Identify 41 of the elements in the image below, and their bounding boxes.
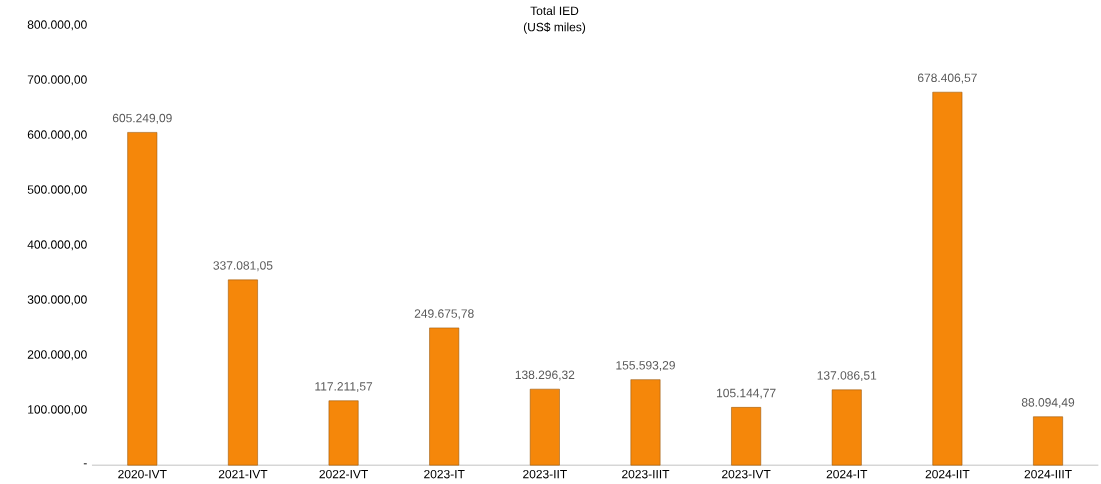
data-label: 337.081,05 (213, 261, 273, 272)
x-tick-label: 2021-IVT (218, 469, 268, 479)
bar (429, 327, 460, 466)
x-tick-label: 2023-IIT (523, 469, 567, 479)
x-tick-label: 2023-IT (424, 469, 465, 479)
y-tick-label: 400.000,00 (27, 240, 87, 251)
x-tick-label: 2020-IVT (118, 469, 167, 479)
x-tick-label: 2024-IIT (925, 469, 970, 479)
x-tick-label: 2022-IVT (319, 469, 368, 479)
x-tick-label: 2024-IT (826, 469, 868, 479)
y-tick-label: 300.000,00 (27, 295, 87, 306)
bar (932, 91, 963, 466)
data-label: 117.211,57 (315, 382, 373, 393)
bar (328, 400, 359, 466)
bar (831, 389, 862, 466)
data-label: 137.086,51 (817, 371, 877, 382)
data-label: 249.675,78 (414, 309, 474, 320)
data-label: 88.094,49 (1021, 398, 1075, 409)
chart-title: Total IED (530, 6, 579, 16)
data-label: 155.593,29 (616, 361, 675, 371)
data-label: 138.296,32 (515, 370, 575, 381)
bar (228, 279, 258, 466)
x-tick-label: 2023-IIIT (622, 469, 670, 479)
bar (529, 388, 560, 466)
data-label: 105.144,77 (717, 388, 776, 399)
data-label: 605.249,09 (112, 113, 172, 124)
y-tick-label: 700.000,00 (27, 75, 87, 86)
x-tick-label: 2024-IIIT (1024, 469, 1072, 479)
bar (630, 379, 661, 466)
y-tick-label: 800.000,00 (27, 20, 87, 31)
y-tick-label: 100.000,00 (28, 405, 87, 416)
y-tick-label: - (83, 463, 87, 465)
y-tick-label: 600.000,00 (27, 130, 87, 141)
bar (127, 132, 158, 466)
chart-subtitle: (US$ miles) (523, 22, 586, 34)
y-tick-label: 200.000,00 (27, 350, 87, 361)
data-label: 678.406,57 (917, 73, 977, 84)
x-tick-label: 2023-IVT (722, 469, 771, 479)
bar (1033, 416, 1063, 466)
y-tick-label: 500.000,00 (27, 185, 87, 196)
bar (731, 407, 762, 466)
